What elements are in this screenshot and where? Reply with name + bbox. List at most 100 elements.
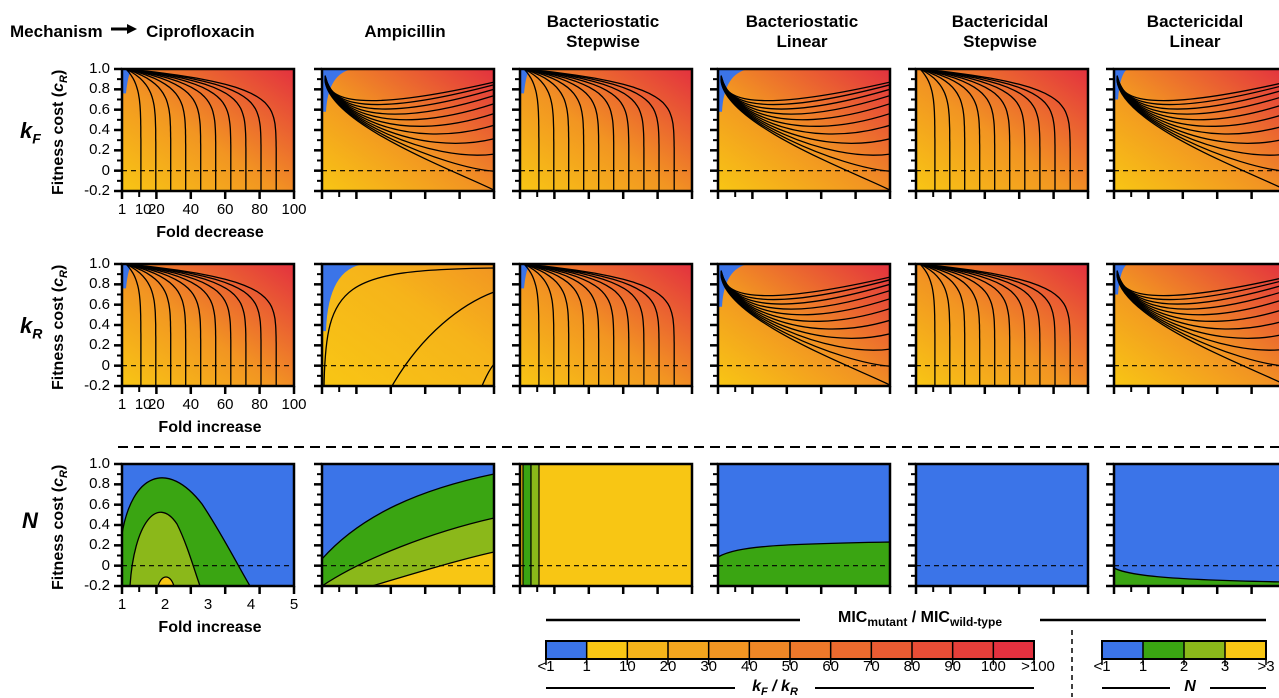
contour-line <box>127 263 247 386</box>
legend-k-tick-label: 100 <box>980 658 1006 675</box>
legend-k-swatch <box>627 641 668 659</box>
legend-n-label: N <box>1170 678 1210 696</box>
legend-k-swatch <box>749 641 790 659</box>
panel-frame <box>716 67 892 193</box>
contour-line <box>1116 80 1279 188</box>
below-one-region <box>718 264 749 307</box>
panel-r3-c5 <box>908 462 1090 594</box>
row-label-n: N <box>22 508 38 533</box>
y-tick-label: -0.2 <box>84 182 110 199</box>
contour-line <box>523 68 555 191</box>
panel-r1-c4 <box>710 67 892 199</box>
y-tick-label: 0.6 <box>89 100 110 118</box>
legend-k-colorbar <box>545 618 1266 697</box>
legend-n-swatch <box>1143 641 1184 659</box>
panel-frame <box>1112 462 1279 588</box>
panel-frame <box>1112 262 1279 388</box>
contour-line <box>125 263 157 386</box>
panel-r3-c3 <box>512 462 694 594</box>
panel-frame <box>914 262 1090 388</box>
y-tick-label: 0.2 <box>89 141 110 159</box>
legend-n-swatch <box>1225 641 1266 659</box>
x-tick-label: 20 <box>148 201 165 218</box>
panel-r2-c4 <box>710 262 892 394</box>
panel-frame <box>716 462 892 588</box>
legend-k-tick-label: 20 <box>659 658 677 675</box>
column-header-bactericidal-linear: Bactericidal Linear <box>1146 12 1244 51</box>
contour-line <box>720 275 891 386</box>
contour-line <box>125 68 157 191</box>
n-region-1 <box>1113 566 1279 587</box>
x-tick-label: 10 <box>134 396 152 413</box>
panel-r2-c2 <box>314 262 496 394</box>
y-tick-label: 0 <box>101 161 110 179</box>
x-tick-label: 5 <box>289 596 299 613</box>
y-tick-label: 0.6 <box>89 495 110 513</box>
panel-r1-c3 <box>512 67 694 199</box>
contour-line <box>921 263 1041 386</box>
legend-n-tick-label: 1 <box>1138 658 1148 675</box>
column-header-bacteriostatic-stepwise: Bacteriostatic Stepwise <box>546 12 660 51</box>
y-tick-label: 0.2 <box>89 536 110 554</box>
panel-r2-c6 <box>1106 262 1279 394</box>
y-tick-label: 0.4 <box>89 121 110 138</box>
contour-line <box>127 68 247 191</box>
legend-k-swatch <box>871 641 912 659</box>
contour-line <box>126 68 202 191</box>
legend-n-swatch <box>1102 641 1143 659</box>
n-region-1 <box>522 463 532 587</box>
x-axis-label-row2: Fold increase <box>158 419 262 436</box>
panel-r2-c1 <box>114 262 296 394</box>
panel-frame <box>120 262 296 388</box>
y-axis-label-row2: Fitness cost (cR) <box>50 264 71 390</box>
legend-k-swatch <box>790 641 831 659</box>
contour-line <box>920 263 996 386</box>
legend-k-swatch <box>830 641 872 659</box>
n-region-2 <box>530 463 540 587</box>
legend-k-swatch <box>993 641 1034 659</box>
contour-line <box>720 80 891 191</box>
x-tick-label: 40 <box>182 396 200 413</box>
y-tick-label: -0.2 <box>84 377 110 394</box>
panel-frame <box>518 67 694 193</box>
legend-k-tick-label: 60 <box>822 658 839 675</box>
x-tick-label: 80 <box>251 201 268 218</box>
heatmap-fill <box>1114 464 1279 586</box>
x-axis-label-row3: Fold increase <box>158 619 262 636</box>
legend-k-swatch <box>912 641 953 659</box>
x-tick-label: 2 <box>160 596 170 613</box>
panel-r3-c4 <box>710 462 892 594</box>
legend-n-tick-label: >3 <box>1257 658 1275 675</box>
y-tick-label: -0.2 <box>84 577 110 594</box>
y-axis-label-row1: Fitness cost (cR) <box>50 69 71 195</box>
legend-n-tick-label: 2 <box>1179 658 1189 675</box>
panel-frame <box>716 262 892 388</box>
legend-n-swatch <box>1184 641 1225 659</box>
legend-k-tick-label: <1 <box>537 658 555 675</box>
y-tick-label: 0.2 <box>89 336 110 354</box>
legend-k-label: kF / kR <box>735 678 815 698</box>
legend-k-tick-label: 1 <box>582 658 591 675</box>
y-tick-label: 0.8 <box>89 275 110 293</box>
panel-r3-c2 <box>314 462 496 594</box>
heatmap-fill <box>916 464 1088 586</box>
n-region-3 <box>520 464 692 586</box>
panel-frame <box>914 67 1090 193</box>
panel-frame <box>320 262 496 388</box>
legend-k-tick-label: 10 <box>618 658 636 675</box>
legend-k-swatch <box>546 641 587 659</box>
legend-k-tick-label: 40 <box>740 658 758 675</box>
contour-line <box>523 263 555 386</box>
legend-k-tick-label: >100 <box>1021 658 1055 675</box>
contour-line <box>391 291 495 387</box>
contour-line <box>919 263 951 386</box>
x-tick-label: 1 <box>117 596 127 613</box>
below-one-region <box>322 264 365 332</box>
panel-r3-c1 <box>114 462 296 594</box>
row-label-kr: kR <box>20 313 43 342</box>
x-tick-label: 80 <box>251 396 268 413</box>
legend-k-tick-label: 90 <box>944 658 961 675</box>
y-tick-label: 0.8 <box>89 475 110 493</box>
panel-frame <box>320 462 496 588</box>
